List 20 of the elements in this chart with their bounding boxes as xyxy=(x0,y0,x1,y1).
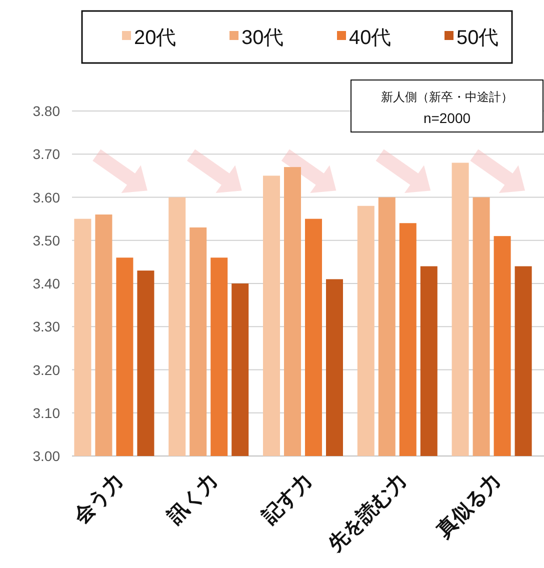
y-tick-label: 3.10 xyxy=(32,404,60,421)
text: 新人側（新卒・中途計） xyxy=(381,90,513,104)
y-tick-label: 3.80 xyxy=(32,103,60,119)
x-tick-label: 訊く力 xyxy=(162,469,222,529)
legend-label: 20代 xyxy=(134,27,176,49)
x-tick-label: 会う力 xyxy=(69,470,128,529)
x-tick-label: 先を読む力 xyxy=(323,469,411,557)
y-tick-label: 3.50 xyxy=(32,232,60,248)
legend-label: 50代 xyxy=(456,27,499,49)
x-tick-label: 真似る力 xyxy=(432,470,506,543)
legend-label: 30代 xyxy=(242,27,284,49)
legend-label: 40代 xyxy=(349,27,392,49)
y-tick-label: 3.40 xyxy=(32,276,60,292)
y-tick-label: 3.00 xyxy=(32,448,60,464)
y-tick-label: 3.60 xyxy=(32,189,60,206)
y-tick-label: 3.20 xyxy=(32,362,60,378)
annotation: n=2000 xyxy=(423,110,471,126)
x-tick-label: 記す力 xyxy=(257,469,317,529)
y-tick-label: 3.30 xyxy=(32,318,60,335)
y-tick-label: 3.70 xyxy=(32,146,60,162)
